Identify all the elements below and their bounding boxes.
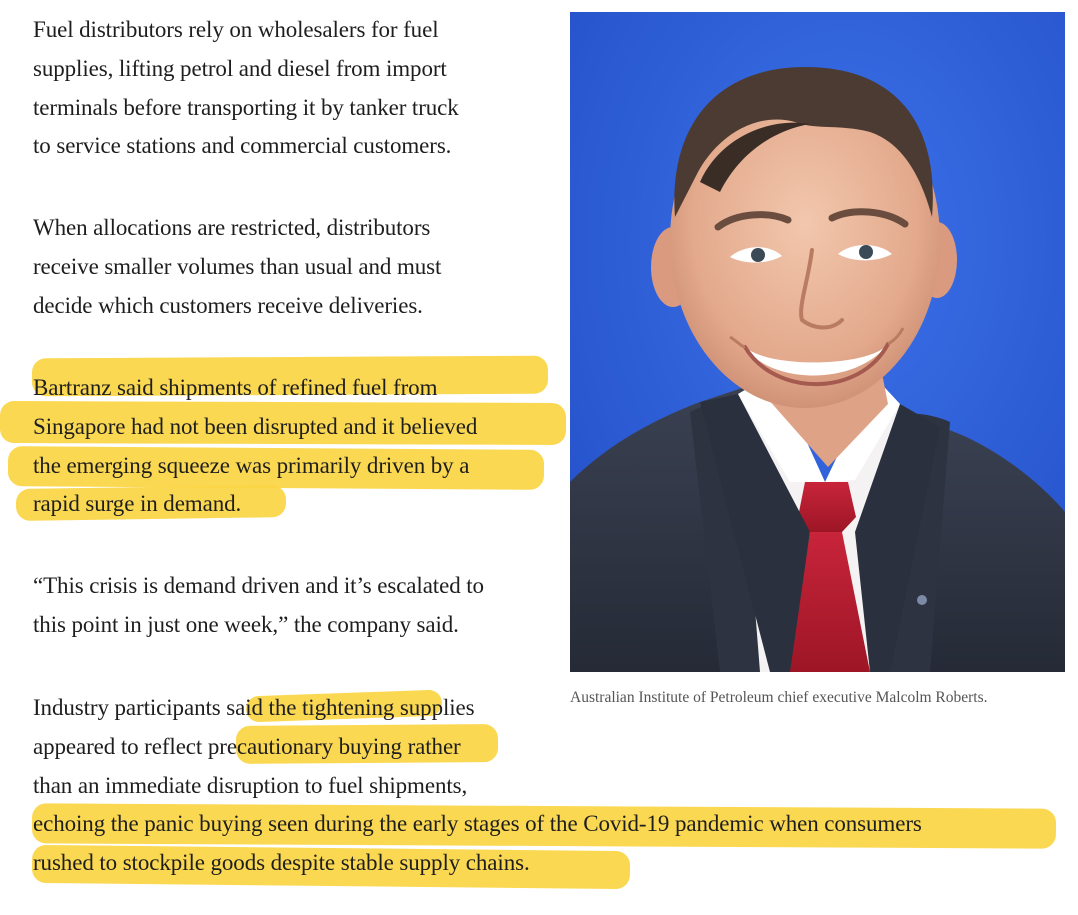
text-line: the emerging squeeze was primarily drive…	[33, 452, 470, 478]
text-line: decide which customers receive deliverie…	[33, 292, 423, 318]
text-line: terminals before transporting it by tank…	[33, 94, 459, 120]
text-line: echoing the panic buying seen during the…	[33, 811, 922, 837]
paragraph-4-quote: “This crisis is demand driven and it’s e…	[33, 567, 484, 645]
portrait-photo	[570, 12, 1065, 672]
text-line: receive smaller volumes than usual and m…	[33, 253, 442, 279]
text-line: appeared to reflect precautionary buying…	[33, 733, 461, 759]
paragraph-1: Fuel distributors rely on wholesalers fo…	[33, 11, 459, 166]
text-line: this point in just one week,” the compan…	[33, 611, 459, 637]
paragraph-2: When allocations are restricted, distrib…	[33, 209, 441, 325]
text-line: “This crisis is demand driven and it’s e…	[33, 573, 484, 598]
text-line: When allocations are restricted, distrib…	[33, 215, 431, 240]
text-line: to service stations and commercial custo…	[33, 133, 452, 159]
text-line: Industry participants said the tightenin…	[33, 695, 475, 720]
text-line: Fuel distributors rely on wholesalers fo…	[33, 17, 439, 42]
text-line: supplies, lifting petrol and diesel from…	[33, 55, 447, 81]
text-line: rushed to stockpile goods despite stable…	[33, 850, 530, 876]
text-line: than an immediate disruption to fuel shi…	[33, 772, 468, 798]
text-line: Bartranz said shipments of refined fuel …	[33, 375, 438, 400]
portrait-illustration	[570, 12, 1065, 672]
paragraph-3-highlighted: Bartranz said shipments of refined fuel …	[33, 369, 477, 524]
paragraph-5: Industry participants said the tightenin…	[33, 689, 922, 883]
photo-caption: Australian Institute of Petroleum chief …	[570, 689, 988, 706]
text-line: rapid surge in demand.	[33, 491, 242, 517]
text-line: Singapore had not been disrupted and it …	[33, 413, 478, 439]
